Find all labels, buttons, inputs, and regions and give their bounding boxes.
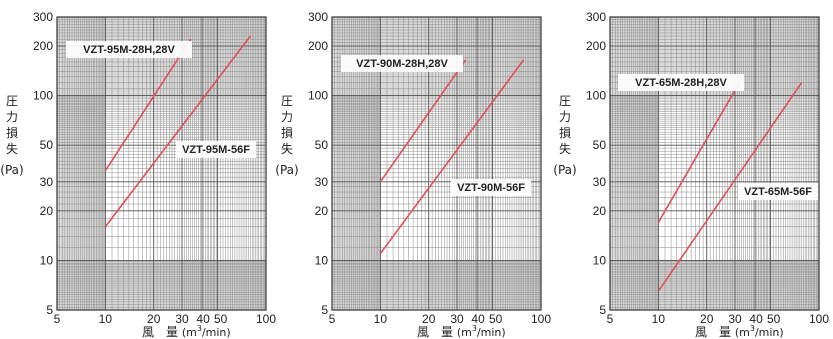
y-tick-label: 5 — [599, 303, 606, 317]
series-label-bg — [176, 141, 256, 158]
y-tick-label: 20 — [593, 204, 607, 218]
plot-frame — [56, 16, 267, 311]
series-label-bg — [618, 74, 744, 91]
x-axis-label: 風 量 (m3/min) — [695, 324, 784, 339]
x-tick-label: 40 — [471, 312, 485, 326]
series-label-bg — [738, 183, 818, 200]
plot-frame — [331, 16, 542, 311]
x-tick-label: 100 — [256, 312, 276, 326]
y-tick-label: 100 — [586, 89, 606, 103]
x-tick-label: 30 — [175, 312, 189, 326]
y-axis-label-char: 力 — [559, 110, 571, 124]
x-tick-label: 100 — [809, 312, 829, 326]
series-label: VZT-65M-28H,28V — [635, 77, 727, 89]
y-tick-label: 50 — [40, 138, 54, 152]
y-tick-label: 10 — [315, 253, 329, 267]
series-line — [657, 82, 803, 292]
series-line — [104, 38, 192, 172]
x-tick-label: 10 — [374, 312, 388, 326]
series-line — [657, 82, 741, 223]
series-line — [104, 35, 252, 228]
series-label: VZT-95M-56F — [182, 144, 250, 156]
x-tick-label: 20 — [700, 312, 714, 326]
x-axis-label: 風 量 (m3/min) — [142, 324, 231, 339]
series-label-bg — [451, 179, 531, 196]
y-tick-label: 10 — [40, 253, 54, 267]
y-tick-label: 20 — [315, 204, 329, 218]
y-tick-label: 20 — [40, 204, 54, 218]
x-tick-label: 5 — [54, 312, 61, 326]
x-tick-label: 10 — [99, 312, 113, 326]
x-tick-label: 40 — [196, 312, 210, 326]
x-tick-label: 30 — [450, 312, 464, 326]
y-axis-label-char: 損 — [281, 125, 293, 140]
x-tick-label: 5 — [607, 312, 614, 326]
series-label: VZT-90M-56F — [457, 182, 525, 194]
x-tick-label: 5 — [329, 312, 336, 326]
y-tick-label: 30 — [593, 175, 607, 189]
x-tick-label: 100 — [531, 312, 551, 326]
y-tick-label: 5 — [46, 303, 53, 317]
plot-frame — [609, 16, 820, 311]
series-line — [379, 59, 525, 255]
x-tick-label: 50 — [767, 312, 781, 326]
y-axis-label-char: 失 — [559, 141, 571, 156]
x-tick-label: 20 — [147, 312, 161, 326]
y-tick-label: 200 — [586, 39, 606, 53]
y-tick-label: 30 — [315, 175, 329, 189]
y-tick-label: 300 — [586, 10, 606, 24]
y-axis-label-char: 圧 — [559, 94, 571, 108]
series-line — [379, 59, 467, 183]
y-tick-label: 30 — [40, 175, 54, 189]
y-axis-unit: (Pa) — [275, 163, 298, 177]
y-tick-label: 300 — [33, 10, 53, 24]
y-tick-label: 300 — [308, 10, 328, 24]
x-tick-label: 50 — [489, 312, 503, 326]
y-axis-label-char: 損 — [6, 125, 18, 140]
x-tick-label: 40 — [749, 312, 763, 326]
series-label: VZT-95M-28H,28V — [83, 44, 175, 56]
series-label-bg — [66, 41, 192, 58]
y-axis-label-char: 圧 — [6, 94, 18, 108]
y-axis-label-char: 力 — [281, 110, 293, 124]
y-tick-label: 50 — [593, 138, 607, 152]
y-tick-label: 100 — [33, 89, 53, 103]
y-axis-label-char: 失 — [281, 141, 293, 156]
y-tick-label: 200 — [308, 39, 328, 53]
y-tick-label: 100 — [308, 89, 328, 103]
x-tick-label: 20 — [422, 312, 436, 326]
y-tick-label: 50 — [315, 138, 329, 152]
y-tick-label: 5 — [321, 303, 328, 317]
y-axis-unit: (Pa) — [0, 163, 23, 177]
y-axis-label-char: 圧 — [281, 94, 293, 108]
x-tick-label: 10 — [652, 312, 666, 326]
y-axis-label-char: 損 — [559, 125, 571, 140]
x-tick-label: 50 — [214, 312, 228, 326]
series-label-bg — [341, 55, 463, 72]
series-label: VZT-65M-56F — [744, 186, 812, 198]
y-axis-unit: (Pa) — [553, 163, 576, 177]
series-label: VZT-90M-28H,28V — [356, 58, 448, 70]
y-tick-label: 10 — [593, 253, 607, 267]
y-axis-label-char: 力 — [6, 110, 18, 124]
y-axis-label-char: 失 — [6, 141, 18, 156]
x-tick-label: 30 — [728, 312, 742, 326]
y-tick-label: 200 — [33, 39, 53, 53]
x-axis-label: 風 量 (m3/min) — [417, 324, 506, 339]
